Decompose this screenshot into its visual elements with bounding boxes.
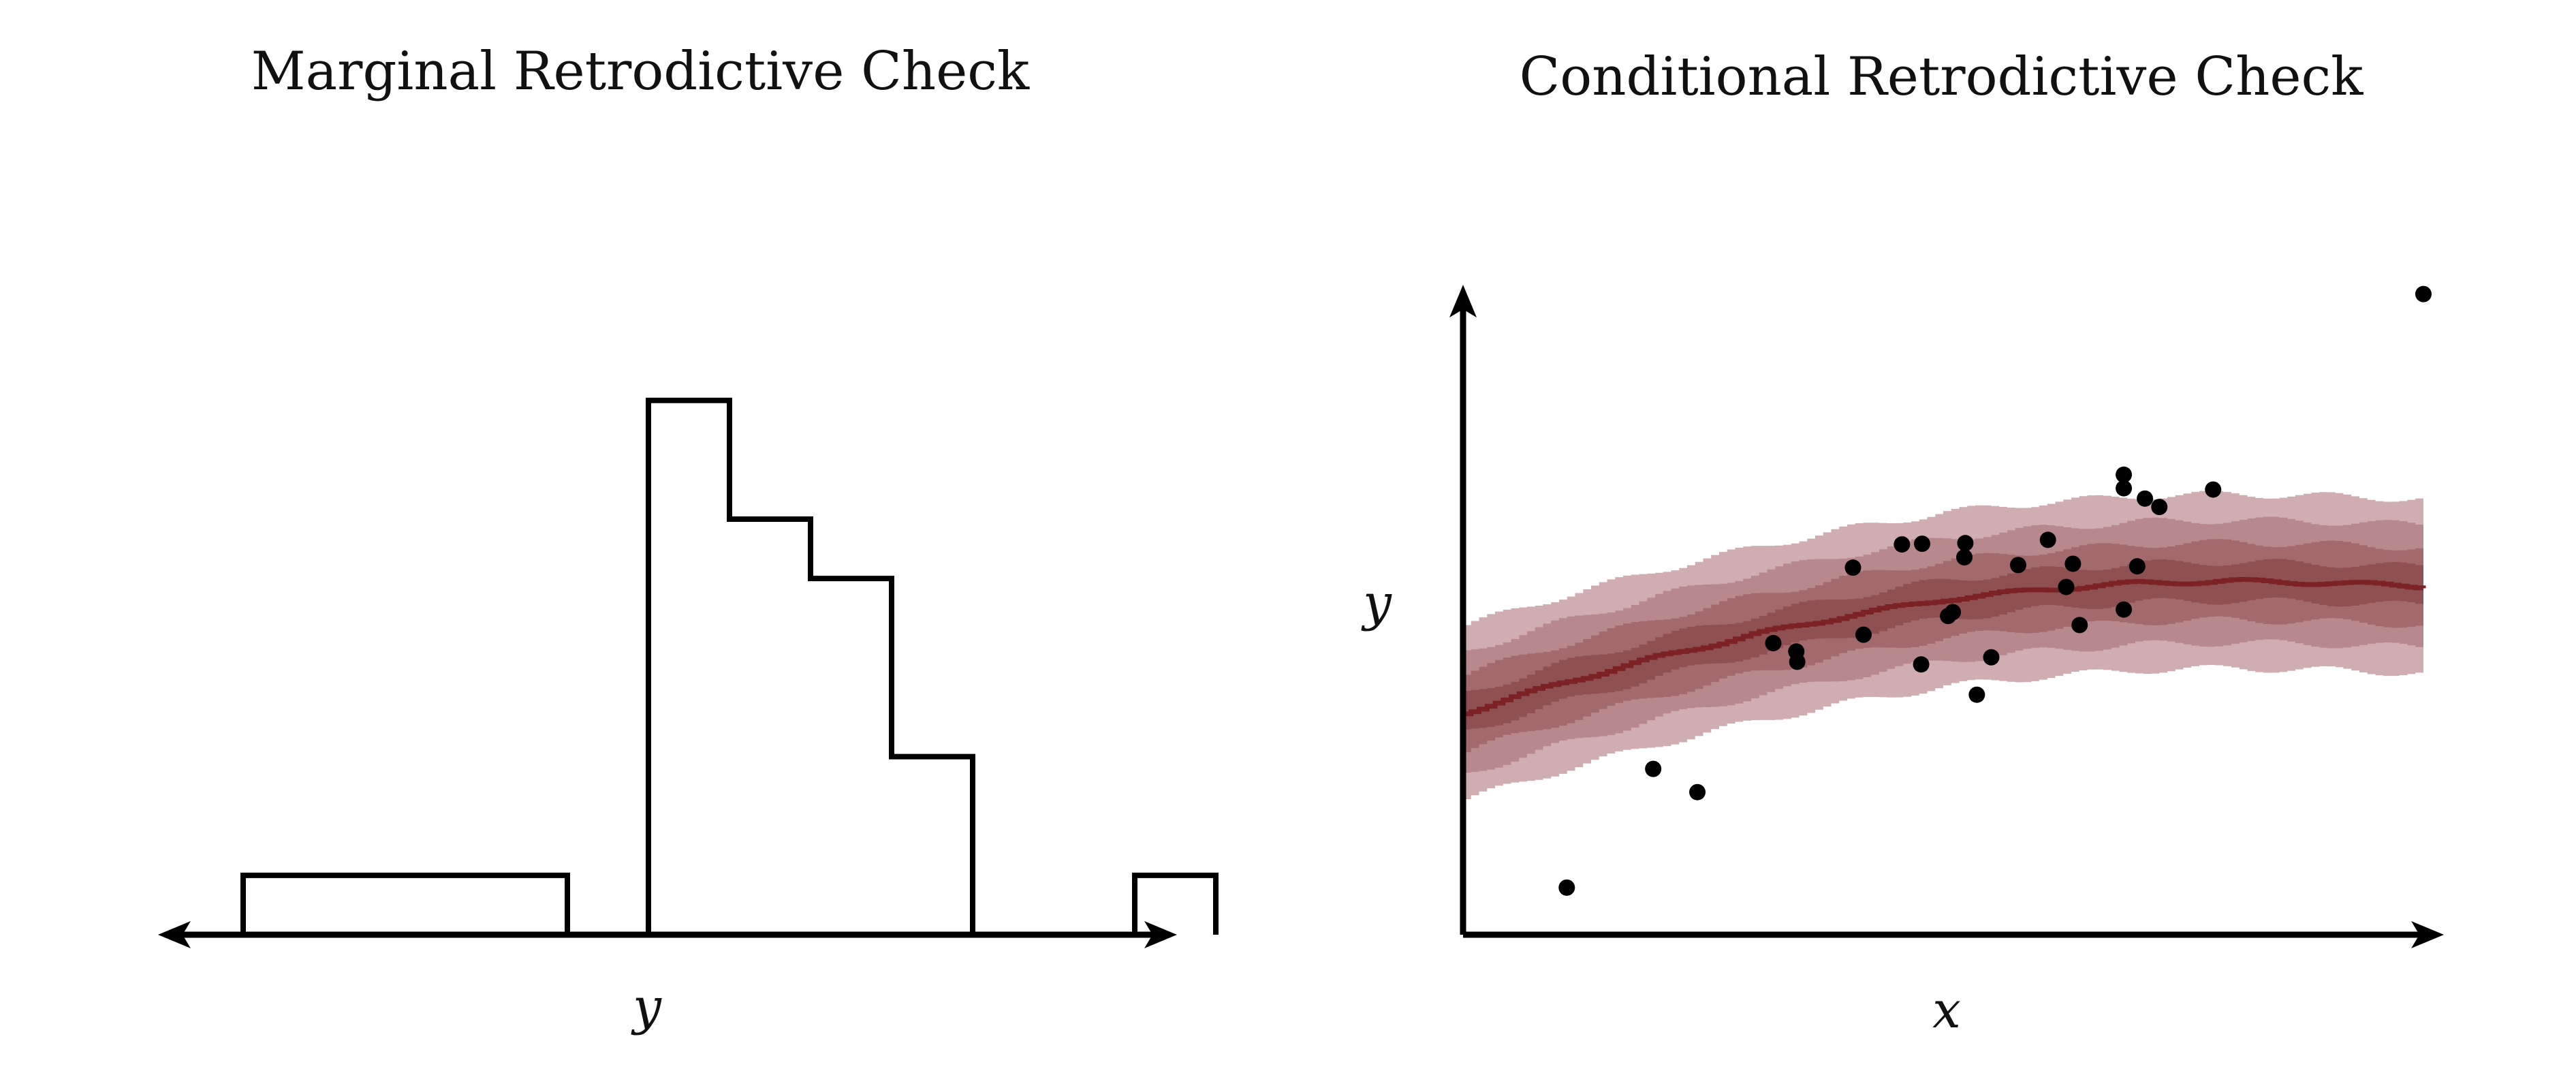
right-point-14: [1957, 535, 1974, 552]
left-x-axis-label: y: [633, 978, 661, 1036]
right-point-12: [1945, 604, 1962, 621]
right-retrodictive-bands: [1463, 491, 2423, 800]
right-point-25: [2129, 558, 2146, 575]
left-chart-title: Marginal Retrodictive Check: [251, 41, 1030, 102]
right-band-3: [1463, 559, 2423, 730]
right-point-3: [1765, 634, 1782, 651]
right-observed-points: [1558, 285, 2432, 896]
right-point-13: [1956, 549, 1973, 566]
right-axis-arrow-up: [1449, 285, 1477, 317]
right-point-1: [1645, 760, 1662, 777]
left-observed-histogram: [240, 397, 1219, 935]
right-point-10: [1913, 656, 1930, 673]
right-y-axis-label: y: [1363, 574, 1392, 632]
right-point-15: [1968, 686, 1985, 703]
left-axis-arrow-right: [1144, 921, 1177, 948]
right-point-17: [2009, 557, 2026, 574]
right-retrodictive-median: [1463, 577, 2426, 717]
right-point-19: [2058, 578, 2075, 595]
right-point-0: [1558, 879, 1575, 896]
right-point-18: [2039, 531, 2056, 548]
right-point-29: [2415, 285, 2432, 302]
right-point-27: [2151, 499, 2168, 516]
right-point-20: [2064, 555, 2082, 572]
left-x-axis: [158, 921, 1177, 948]
right-chart-title: Conditional Retrodictive Check: [1519, 46, 2363, 108]
right-point-22: [2116, 601, 2133, 618]
right-x-axis-label: x: [1932, 981, 1961, 1040]
right-axis-arrow-right: [2411, 921, 2444, 948]
right-point-5: [1789, 653, 1806, 670]
right-point-23: [2116, 480, 2133, 497]
right-point-21: [2071, 617, 2088, 634]
right-axes: [1449, 285, 2444, 948]
right-point-9: [1913, 535, 1930, 553]
right-point-8: [1894, 536, 1911, 553]
right-point-28: [2205, 481, 2222, 498]
right-point-6: [1844, 559, 1862, 576]
right-point-2: [1689, 783, 1706, 801]
right-point-24: [2116, 466, 2133, 483]
right-point-7: [1855, 626, 1872, 643]
right-point-26: [2137, 490, 2154, 507]
left-axis-arrow-left: [158, 921, 191, 948]
right-point-16: [1983, 649, 2000, 666]
